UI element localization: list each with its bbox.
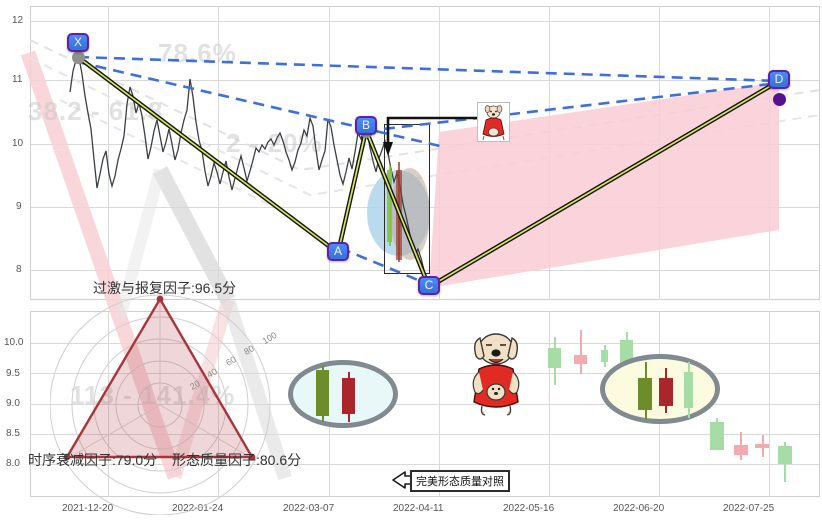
gridline-h [30,343,820,344]
candle-body [638,378,652,410]
y-axis-tick-lower: 9.0 [6,398,20,409]
gridline-h [30,80,820,81]
y-axis-tick-upper: 9 [16,201,22,212]
gridline-h [30,464,820,465]
candle-body [684,372,693,408]
gridline-h [30,144,820,145]
gridline-v [439,311,440,497]
gridline-h [30,21,820,22]
dog-mascot-icon [466,328,526,420]
y-axis-tick-lower: 8.5 [6,428,20,439]
gridline-h [30,373,820,374]
gridline-h [30,270,820,271]
y-axis-tick-lower: 10.0 [4,337,24,348]
x-axis-tick: 2022-03-07 [283,503,335,514]
candle-body [659,378,673,406]
candle-body [734,445,748,455]
target-pattern-highlight [600,354,720,424]
candle-body [601,350,608,362]
radar-label-top: 过激与报复因子:96.5分 [93,280,237,296]
candle-body [574,355,587,364]
y-axis-tick-lower: 8.0 [6,458,20,469]
candle-body [755,444,769,448]
gridline-v [108,6,109,300]
gridline-v [769,311,770,497]
x-axis-tick: 2022-06-20 [613,503,665,514]
gridline-v [329,6,330,300]
y-axis-tick-upper: 12 [12,15,24,26]
pattern-point-label-b[interactable]: B [355,116,377,135]
pattern-point-label-x[interactable]: X [67,33,89,52]
candle-body [778,446,792,464]
pattern-point-label-d[interactable]: D [768,70,790,89]
candle-body [710,422,724,450]
ghost-candle-body [387,170,392,242]
radar-label-left: 时序衰减因子:79.0分 [28,452,158,468]
gridline-h [30,434,820,435]
gridline-v [108,311,109,497]
x-axis-tick: 2022-07-25 [723,503,775,514]
ghost-candle-box [384,124,430,274]
upper-price-panel [30,6,820,300]
pattern-point-label-a[interactable]: A [327,242,349,261]
gridline-v [218,6,219,300]
candle-wick [580,330,582,374]
pattern-point-dot-d [773,93,786,106]
y-axis-tick-upper: 8 [16,264,22,275]
x-axis-tick: 2022-04-11 [393,503,444,514]
candle-body [548,348,561,368]
quality-radar-chart [50,294,271,515]
gridline-v [218,311,219,497]
gridline-v [549,311,550,497]
gridline-h [30,404,820,405]
reference-candle-body [342,378,355,414]
x-axis-tick: 2021-12-20 [62,503,114,514]
pattern-point-label-c[interactable]: C [418,276,440,295]
comparison-callout-label: 完美形态质量对照 [410,470,510,492]
reference-candle-body [316,370,329,416]
radar-label-right: 形态质量因子:80.6分 [172,452,302,468]
pattern-point-dot-x [72,51,85,64]
dog-mascot-icon [477,102,510,142]
y-axis-tick-lower: 9.5 [6,368,20,379]
x-axis-tick: 2022-05-16 [503,503,555,514]
y-axis-tick-upper: 11 [12,74,23,85]
y-axis-tick-upper: 10 [12,138,24,149]
